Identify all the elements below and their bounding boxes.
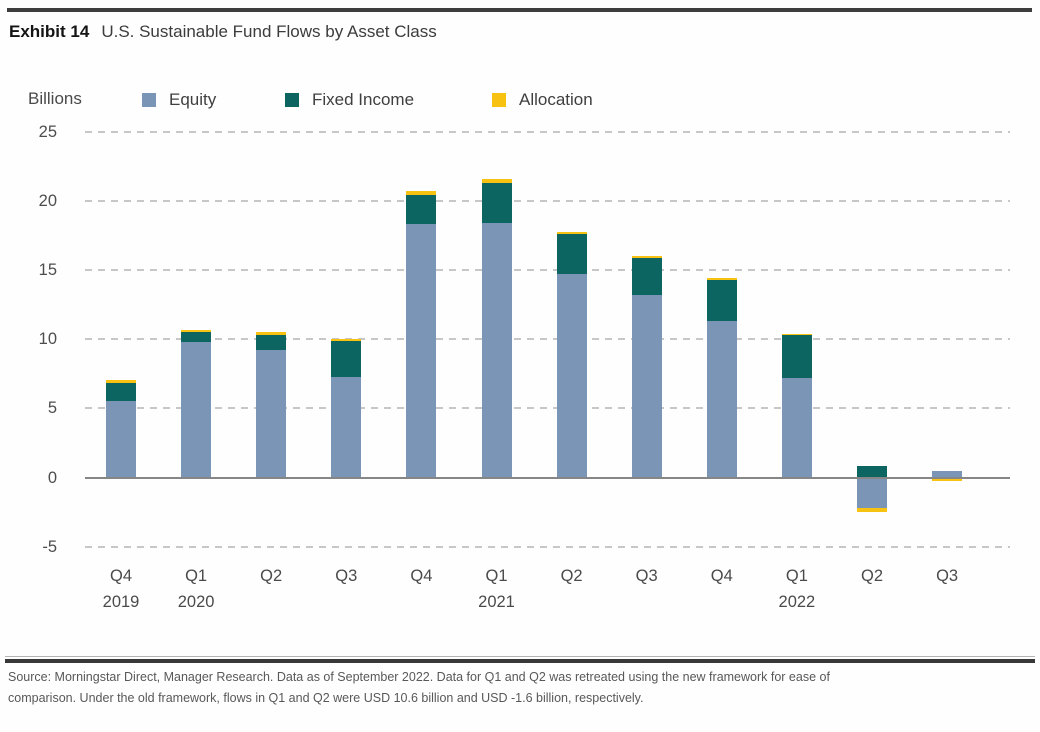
x-axis-year-label-2020: 2020 (177, 593, 215, 611)
exhibit-label: Exhibit 14 (9, 22, 90, 41)
fixed-income-color-swatch-icon (285, 93, 299, 107)
bar-segment-allocation-q3-2021 (631, 255, 662, 258)
bar-segment-allocation-q1-2022 (781, 333, 812, 336)
x-axis-year-label-2022: 2022 (778, 593, 816, 611)
gridline--5 (85, 545, 1010, 548)
bar-segment-allocation-q1-2021 (481, 178, 512, 183)
y-axis-tick-label-20: 20 (38, 191, 57, 210)
legend-label-fixed-income: Fixed Income (312, 90, 415, 109)
bar-segment-fixed-income-q2-2021 (556, 234, 587, 275)
y-axis-tick-label-0: 0 (47, 468, 57, 487)
bar-segment-allocation-q4-2020 (406, 191, 437, 196)
bar-segment-equity-q1-2022 (781, 377, 812, 478)
legend-item-equity: Equity (142, 90, 216, 110)
legend-item-fixed-income: Fixed Income (285, 90, 414, 110)
bar-segment-equity-q4-2021 (706, 321, 737, 478)
bar-segment-fixed-income-q1-2022 (781, 335, 812, 378)
bar-segment-equity-q2-2021 (556, 274, 587, 478)
bar-segment-fixed-income-q2-2020 (256, 335, 287, 351)
title-line: Exhibit 14 U.S. Sustainable Fund Flows by… (9, 22, 437, 42)
footer-rule-thin (5, 656, 1035, 657)
zero-axis-line (85, 476, 1010, 479)
y-axis-tick-label-10: 10 (38, 330, 57, 349)
bar-segment-fixed-income-q4-2020 (406, 195, 437, 225)
chart-title: U.S. Sustainable Fund Flows by Asset Cla… (101, 22, 437, 41)
x-axis-label-q2-2021: Q2 (560, 567, 583, 585)
bar-segment-fixed-income-q4-2021 (706, 279, 737, 322)
bar-segment-equity-q4-2020 (406, 224, 437, 478)
x-axis-label-q1-2021: Q1 (485, 567, 508, 585)
gridline-5 (85, 407, 1010, 410)
bar-segment-equity-q3-2020 (331, 376, 362, 478)
y-axis-tick-label-25: 25 (38, 122, 57, 141)
equity-color-swatch-icon (142, 93, 156, 107)
footer-rule (5, 659, 1035, 663)
y-axis-tick-label-15: 15 (38, 261, 57, 280)
x-axis-label-q3-2021: Q3 (635, 567, 658, 585)
bar-segment-equity-q4-2019 (106, 401, 136, 478)
x-axis-label-q2-2020: Q2 (260, 567, 283, 585)
x-axis-year-label-2021: 2021 (478, 593, 515, 611)
bar-segment-equity-q2-2022 (857, 477, 887, 508)
bar-segment-allocation-q1-2020 (181, 329, 212, 333)
y-axis-tick-label-5: 5 (47, 399, 57, 418)
legend-label-allocation: Allocation (519, 90, 593, 109)
x-axis-label-q4-2021: Q4 (710, 567, 733, 585)
x-axis-label-q4-2019: Q4 (109, 567, 132, 585)
y-axis-tick-label--5: -5 (42, 537, 57, 556)
x-axis-label-q4-2020: Q4 (410, 567, 433, 585)
bar-segment-fixed-income-q3-2021 (631, 257, 662, 295)
bar-segment-allocation-q2-2022 (857, 507, 887, 513)
gridline-25 (85, 130, 1010, 133)
bar-segment-equity-q1-2021 (481, 223, 512, 478)
x-axis-label-q1-2020: Q1 (185, 567, 208, 585)
bar-segment-equity-q3-2022 (932, 470, 963, 478)
x-axis-label-q3-2022: Q3 (936, 567, 959, 585)
bar-segment-fixed-income-q1-2020 (181, 332, 212, 342)
header-rule (7, 8, 1032, 12)
bar-segment-equity-q1-2020 (181, 341, 212, 478)
bar-segment-fixed-income-q2-2022 (857, 466, 887, 478)
bar-segment-fixed-income-q1-2021 (481, 182, 512, 223)
x-axis-year-label-2019: 2019 (102, 593, 140, 611)
bar-segment-allocation-q2-2020 (256, 332, 287, 336)
source-text-line2: comparison. Under the old framework, flo… (8, 691, 644, 705)
bar-segment-allocation-q2-2021 (556, 232, 587, 235)
bar-segment-allocation-q3-2020 (331, 338, 362, 341)
x-axis-label-q3-2020: Q3 (335, 567, 358, 585)
y-axis-unit-label: Billions (28, 89, 82, 108)
bar-segment-allocation-q3-2022 (932, 477, 963, 481)
bar-segment-equity-q3-2021 (631, 294, 662, 478)
bar-segment-fixed-income-q3-2020 (331, 340, 362, 377)
gridline-20 (85, 199, 1010, 202)
bar-segment-allocation-q4-2019 (106, 379, 136, 384)
x-axis-label-q2-2022: Q2 (860, 567, 883, 585)
bar-segment-equity-q2-2020 (256, 350, 287, 478)
bar-segment-fixed-income-q4-2019 (106, 383, 136, 402)
legend-item-allocation: Allocation (492, 90, 593, 110)
allocation-color-swatch-icon (492, 93, 506, 107)
gridline-10 (85, 338, 1010, 341)
x-axis-label-q1-2022: Q1 (785, 567, 808, 585)
legend-label-equity: Equity (169, 90, 217, 109)
source-text-line1: Source: Morningstar Direct, Manager Rese… (8, 670, 830, 684)
gridline-15 (85, 269, 1010, 272)
bar-segment-allocation-q4-2021 (706, 278, 737, 280)
